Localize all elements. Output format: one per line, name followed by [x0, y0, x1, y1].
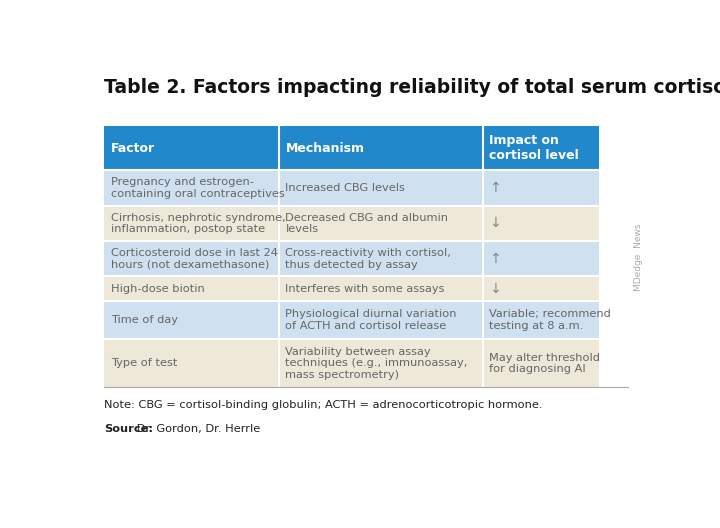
- Text: Physiological diurnal variation
of ACTH and cortisol release: Physiological diurnal variation of ACTH …: [285, 309, 457, 331]
- Text: Factor: Factor: [111, 142, 155, 155]
- Text: Dr. Gordon, Dr. Herrle: Dr. Gordon, Dr. Herrle: [133, 424, 260, 434]
- Bar: [104, 340, 279, 388]
- Text: ↓: ↓: [490, 216, 501, 230]
- Text: Impact on
cortisol level: Impact on cortisol level: [490, 134, 579, 162]
- Text: High-dose biotin: High-dose biotin: [111, 284, 204, 294]
- Bar: [279, 171, 482, 205]
- Text: Mechanism: Mechanism: [285, 142, 364, 155]
- Text: Table 2. Factors impacting reliability of total serum cortisol testing: Table 2. Factors impacting reliability o…: [104, 78, 720, 97]
- Text: ↓: ↓: [490, 281, 501, 296]
- Text: May alter threshold
for diagnosing AI: May alter threshold for diagnosing AI: [490, 353, 600, 374]
- Bar: [104, 126, 279, 171]
- Text: Time of day: Time of day: [111, 315, 178, 325]
- Text: Pregnancy and estrogen-
containing oral contraceptives: Pregnancy and estrogen- containing oral …: [111, 177, 284, 199]
- Bar: [482, 340, 599, 388]
- Bar: [104, 301, 279, 340]
- Bar: [482, 126, 599, 171]
- Bar: [104, 205, 279, 241]
- Text: ↑: ↑: [490, 181, 501, 195]
- Text: Variability between assay
techniques (e.g., immunoassay,
mass spectrometry): Variability between assay techniques (e.…: [285, 347, 468, 380]
- Text: ↑: ↑: [490, 252, 501, 266]
- Bar: [279, 301, 482, 340]
- Text: Type of test: Type of test: [111, 359, 177, 369]
- Bar: [482, 301, 599, 340]
- Bar: [482, 171, 599, 205]
- Bar: [279, 205, 482, 241]
- Text: Source:: Source:: [104, 424, 153, 434]
- Text: Interferes with some assays: Interferes with some assays: [285, 284, 445, 294]
- Bar: [279, 276, 482, 301]
- Text: Variable; recommend
testing at 8 a.m.: Variable; recommend testing at 8 a.m.: [490, 309, 611, 331]
- Bar: [482, 205, 599, 241]
- Text: Decreased CBG and albumin
levels: Decreased CBG and albumin levels: [285, 213, 449, 234]
- Text: Corticosteroid dose in last 24
hours (not dexamethasone): Corticosteroid dose in last 24 hours (no…: [111, 248, 277, 269]
- Text: Cross-reactivity with cortisol,
thus detected by assay: Cross-reactivity with cortisol, thus det…: [285, 248, 451, 269]
- Bar: [104, 241, 279, 276]
- Bar: [279, 126, 482, 171]
- Text: MDedge  News: MDedge News: [634, 223, 643, 290]
- Text: Note: CBG = cortisol-binding globulin; ACTH = adrenocorticotropic hormone.: Note: CBG = cortisol-binding globulin; A…: [104, 400, 542, 410]
- Bar: [279, 241, 482, 276]
- Bar: [482, 241, 599, 276]
- Bar: [104, 276, 279, 301]
- Bar: [104, 171, 279, 205]
- Bar: [482, 276, 599, 301]
- Bar: [279, 340, 482, 388]
- Text: Cirrhosis, nephrotic syndrome,
inflammation, postop state: Cirrhosis, nephrotic syndrome, inflammat…: [111, 213, 285, 234]
- Text: Increased CBG levels: Increased CBG levels: [285, 183, 405, 193]
